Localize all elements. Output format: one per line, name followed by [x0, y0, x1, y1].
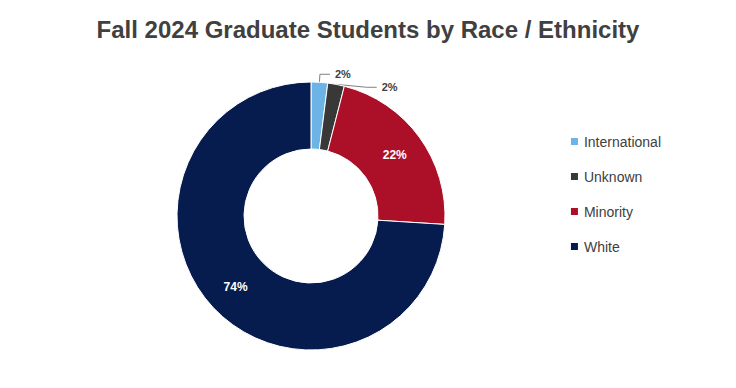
svg-text:2%: 2%: [382, 81, 398, 93]
svg-text:White: White: [584, 239, 620, 255]
svg-text:International: International: [584, 134, 661, 150]
svg-text:22%: 22%: [383, 148, 407, 162]
svg-text:2%: 2%: [335, 68, 351, 80]
svg-text:74%: 74%: [224, 280, 248, 294]
svg-text:Minority: Minority: [584, 204, 633, 220]
svg-text:Unknown: Unknown: [584, 169, 642, 185]
svg-text:Fall 2024 Graduate Students by: Fall 2024 Graduate Students by Race / Et…: [97, 16, 640, 43]
